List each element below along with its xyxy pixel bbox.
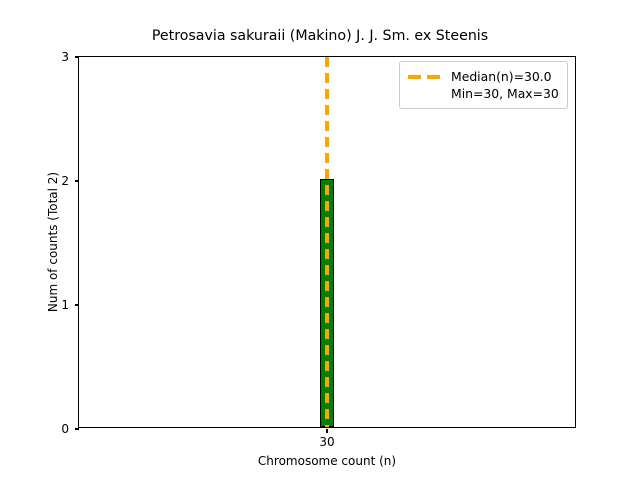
plot-area: 0 1 2 3 30 Median(n)=30.0 Min=3 — [61, 50, 576, 449]
y-tick-label-text: 0 — [61, 422, 69, 436]
y-tick-mark — [75, 56, 79, 58]
y-tick-label-text: 3 — [61, 50, 69, 64]
x-axis-label: Chromosome count (n) — [257, 454, 397, 468]
x-tick-mark — [326, 429, 328, 433]
legend: Median(n)=30.0 Min=30, Max=30 — [399, 61, 568, 109]
median-line — [325, 57, 329, 427]
page-title: Petrosavia sakuraii (Makino) J. J. Sm. e… — [151, 28, 489, 44]
legend-item-median: Median(n)=30.0 — [407, 68, 559, 85]
legend-item-minmax: Min=30, Max=30 — [407, 85, 559, 102]
x-tick-label-text: 30 — [319, 435, 335, 449]
y-tick-mark — [75, 180, 79, 182]
y-tick-mark — [75, 428, 79, 430]
plot-inner — [79, 57, 575, 427]
y-axis-label: Num of counts (Total 2) — [46, 171, 60, 313]
y-tick-label-text: 2 — [61, 174, 69, 188]
legend-label-minmax: Min=30, Max=30 — [451, 86, 559, 101]
legend-label-median: Median(n)=30.0 — [451, 69, 552, 84]
y-tick-label-text: 1 — [61, 298, 69, 312]
dashed-line-icon — [407, 68, 443, 85]
y-tick-mark — [75, 304, 79, 306]
